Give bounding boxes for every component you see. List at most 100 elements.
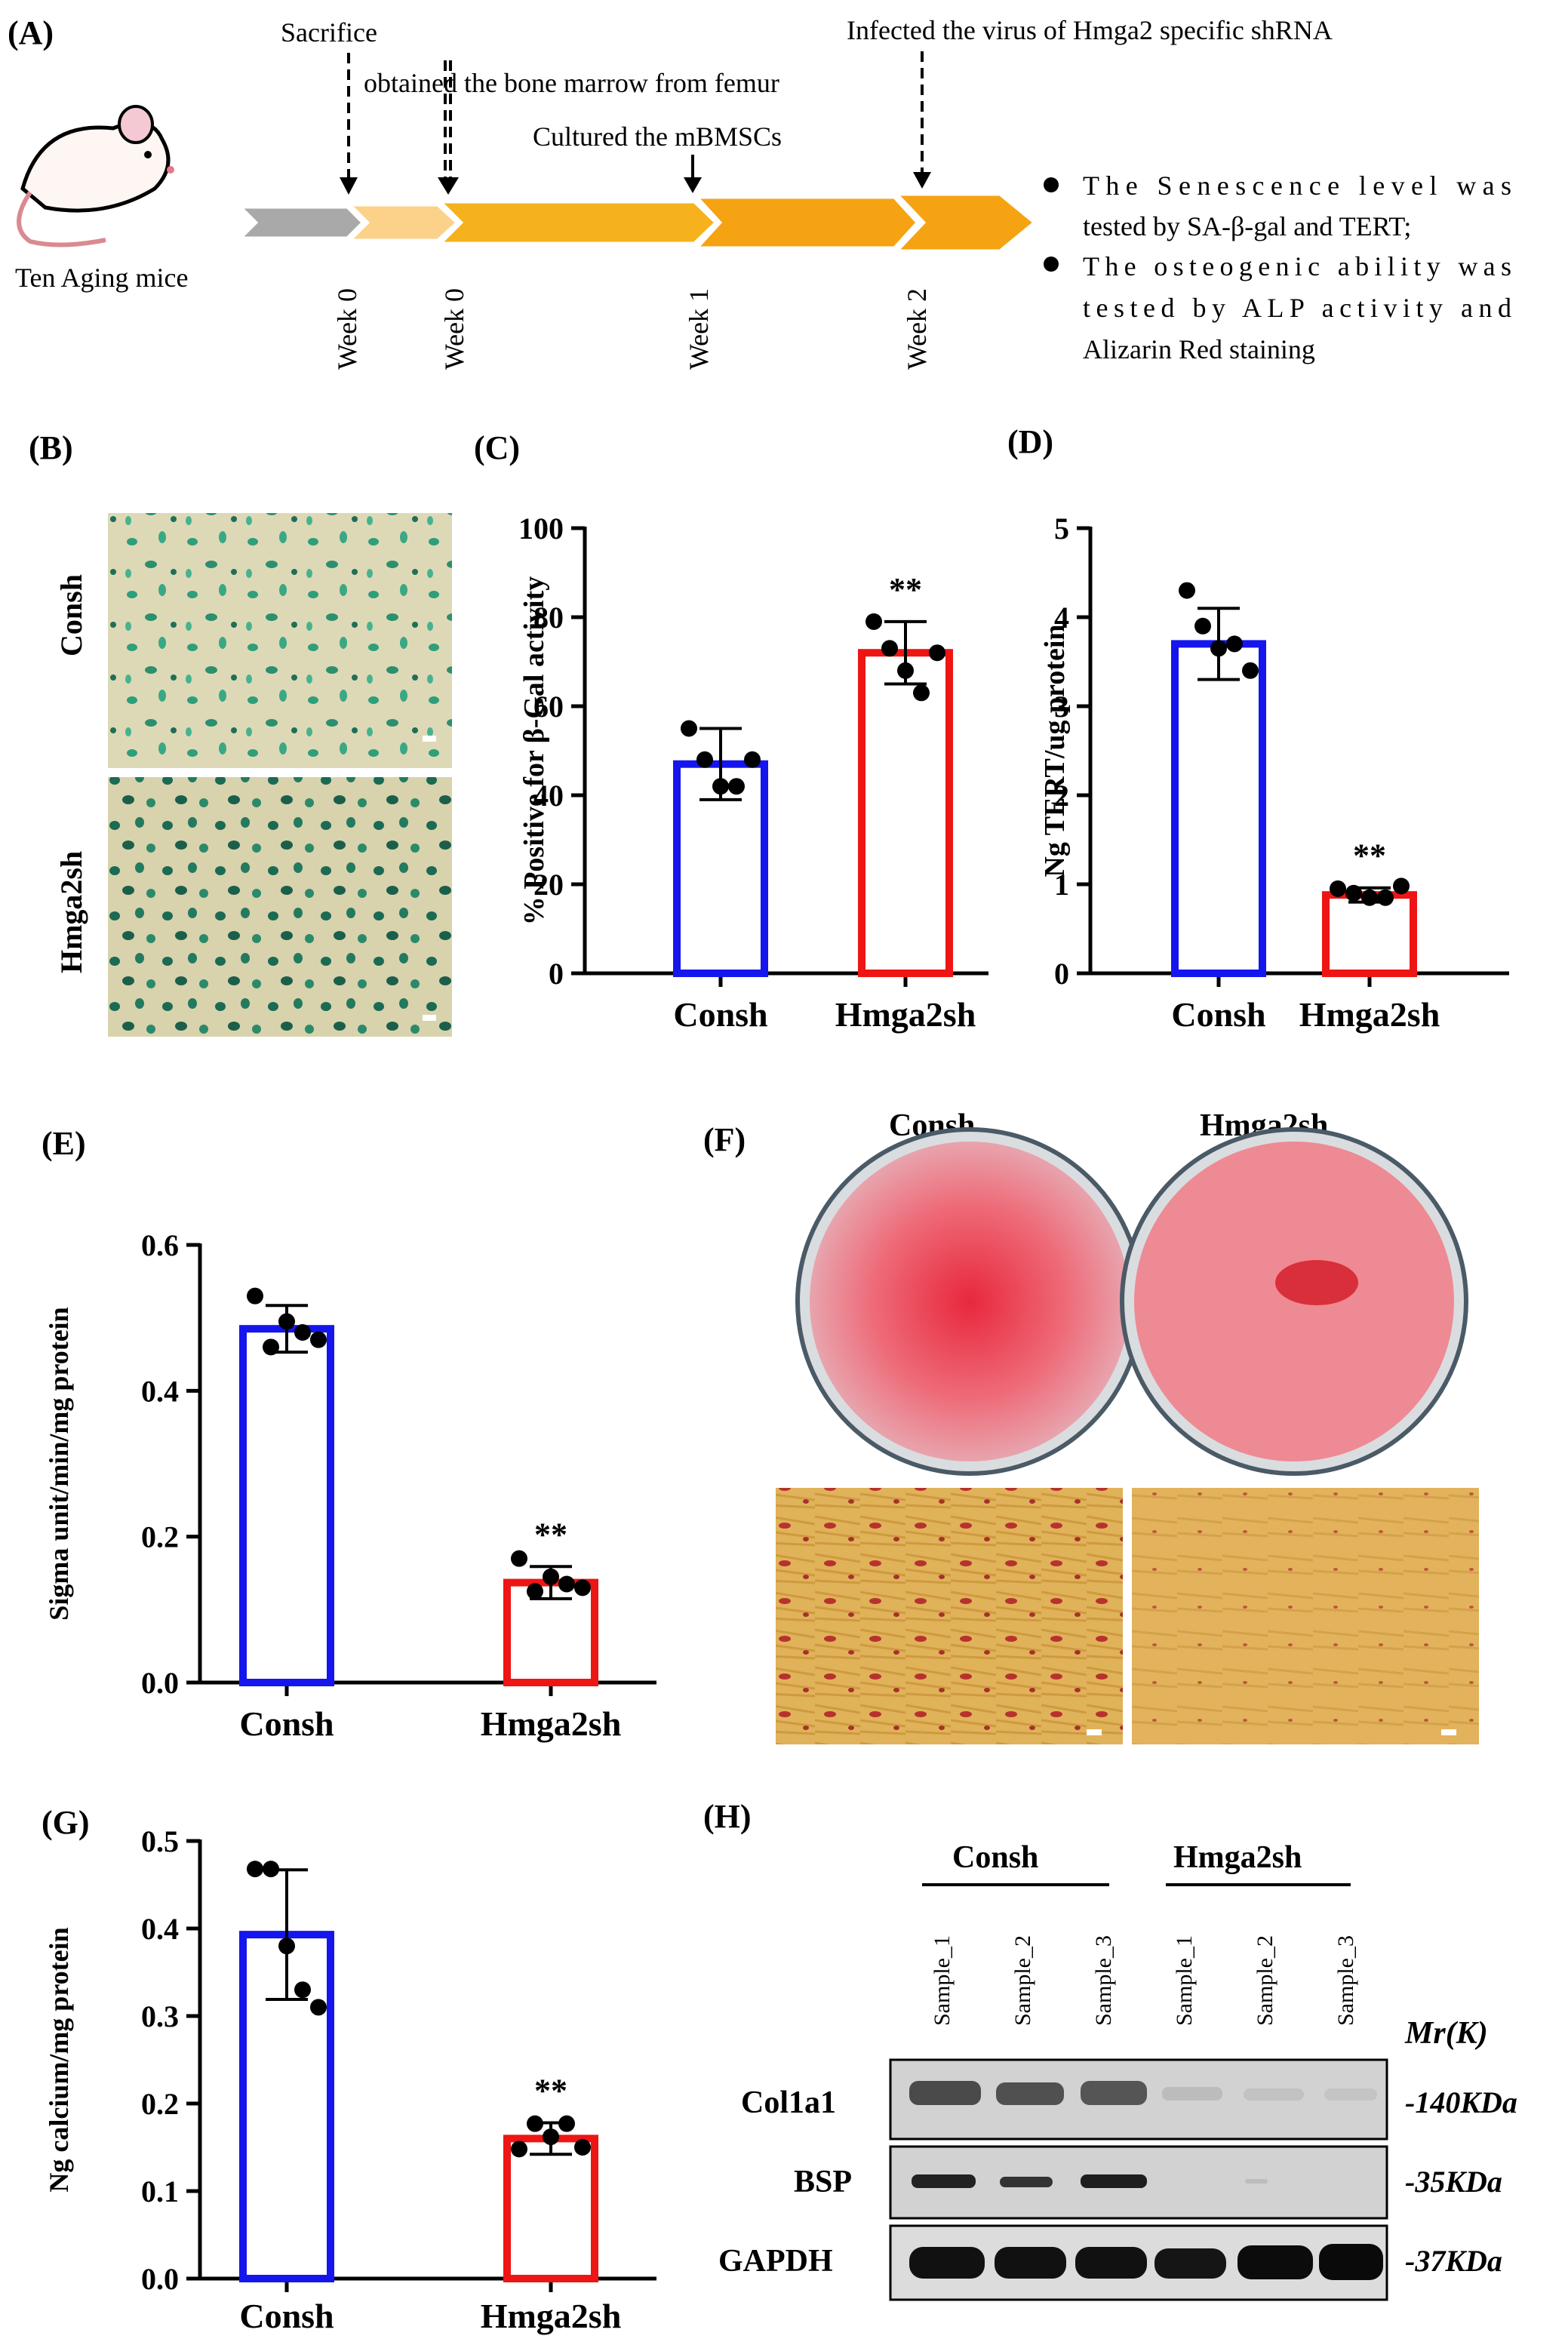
data-point <box>897 662 914 679</box>
x-tick-label: Hmga2sh <box>1299 995 1440 1034</box>
data-point <box>294 1324 311 1341</box>
x-tick-label: Hmga2sh <box>481 1704 622 1743</box>
panel-a: (A) Ten Aging mice Sacrifice obtained th… <box>8 14 1511 370</box>
y-tick-label: 0.2 <box>141 2087 179 2121</box>
data-point <box>1345 884 1362 902</box>
y-tick-label: 0 <box>549 957 564 991</box>
outcome-line: Alizarin Red staining <box>1083 334 1315 364</box>
panel-a-label: (A) <box>8 14 54 51</box>
data-point <box>728 778 745 795</box>
lane-label: Sample_2 <box>1010 1935 1035 2026</box>
culture-well-consh-stain <box>810 1142 1130 1461</box>
data-point <box>1210 640 1227 657</box>
y-tick-label: 2 <box>1054 779 1069 813</box>
data-point <box>1194 617 1211 635</box>
timeline-arrows <box>238 193 1036 252</box>
y-tick-label: 3 <box>1054 690 1069 724</box>
row-label-hmga2sh: Hmga2sh <box>54 851 88 973</box>
data-point <box>865 613 882 630</box>
lane-label: Sample_3 <box>1091 1935 1116 2026</box>
data-point <box>263 1338 279 1356</box>
bar-hmga2sh <box>1322 891 1417 978</box>
event-infected: Infected the virus of Hmga2 specific shR… <box>847 15 1333 45</box>
x-tick-label: Hmga2sh <box>835 995 976 1034</box>
outcome-list: The Senescence level was tested by SA-β-… <box>1044 171 1511 364</box>
x-tick-label: Consh <box>239 1704 334 1743</box>
chart-c: (C) 0 20 40 60 80 100 % Positive for β-Gal act… <box>474 429 988 1034</box>
chart-d: (D) 0 1 2 3 4 5 Ng TERT/ug protein Consh Hmga2sh… <box>1007 423 1509 1034</box>
data-point <box>294 1981 311 1999</box>
y-tick-label: 0.4 <box>141 1374 179 1408</box>
event-bone-marrow: obtained the bone marrow from femur <box>364 68 779 98</box>
chart-g: (G) 0.0 0.1 0.2 0.3 0.4 0.5 Ng calcium/mg prot… <box>42 1804 656 2335</box>
chart-e: (E) 0.0 0.2 0.4 0.6 Sigma unit/min/mg protei… <box>42 1125 656 1743</box>
scale-bar <box>423 1015 436 1021</box>
significance-label: ** <box>534 1516 567 1553</box>
data-point <box>913 684 930 702</box>
y-tick-label: 0.2 <box>141 1520 179 1554</box>
significance-label: ** <box>534 2073 567 2110</box>
y-tick-label: 0 <box>1054 957 1069 991</box>
data-point <box>310 1331 327 1348</box>
week-label: Week 0 <box>439 288 469 370</box>
data-point <box>1393 877 1410 895</box>
panel-h-label: (H) <box>703 1798 752 1835</box>
y-tick-label: 0.4 <box>141 1912 179 1946</box>
alizarin-micrograph-hmga2sh <box>1132 1488 1479 1744</box>
mr-label: Mr(K) <box>1404 2016 1488 2051</box>
bar-consh <box>1171 640 1266 978</box>
chart-label: (D) <box>1007 423 1053 460</box>
group-label-consh: Consh <box>952 1840 1038 1875</box>
y-tick-label: 1 <box>1054 868 1069 902</box>
chart-label: (E) <box>42 1125 86 1162</box>
data-point <box>1226 635 1243 653</box>
data-point <box>696 751 713 768</box>
lane-label: Sample_2 <box>1253 1935 1277 2026</box>
outcome-line: tested by SA-β-gal and TERT; <box>1083 211 1411 241</box>
y-tick-label: 5 <box>1054 512 1069 546</box>
data-point <box>1361 889 1378 906</box>
panel-f: (F) Consh Hmga2sh <box>703 1108 1479 1744</box>
outcome-line: tested by ALP activity and <box>1083 293 1511 323</box>
y-tick-label: 60 <box>533 690 564 724</box>
x-tick-label: Consh <box>1171 995 1265 1034</box>
y-axis-title: Ng calcium/mg protein <box>44 1927 74 2192</box>
data-point <box>558 2115 575 2132</box>
data-point <box>681 720 697 737</box>
data-point <box>744 751 761 768</box>
y-tick-label: 0.6 <box>141 1228 179 1262</box>
micrograph-hmga2sh <box>108 777 452 1037</box>
data-point <box>511 2141 527 2158</box>
data-point <box>527 2115 543 2132</box>
significance-label: ** <box>1353 837 1386 874</box>
panel-b: (B) Consh Hmga2sh <box>29 429 452 1037</box>
y-tick-label: 40 <box>533 779 564 813</box>
y-axis-title: Sigma unit/min/mg protein <box>44 1307 74 1620</box>
bar-hmga2sh <box>858 649 953 977</box>
y-tick-label: 100 <box>518 512 564 546</box>
data-point <box>574 2139 591 2156</box>
data-point <box>278 1313 295 1330</box>
data-point <box>247 1861 263 1878</box>
data-point <box>543 1568 559 1585</box>
outcome-line: The osteogenic ability was <box>1083 251 1511 281</box>
data-point <box>929 644 945 662</box>
stain-focus <box>1275 1260 1358 1305</box>
y-axis-title: Ng TERT/ug protein <box>1039 624 1071 877</box>
data-point <box>1179 582 1195 599</box>
data-point <box>1242 662 1259 679</box>
group-label-hmga2sh: Hmga2sh <box>1173 1840 1302 1875</box>
x-tick-label: Hmga2sh <box>481 2297 622 2335</box>
data-point <box>574 1579 591 1597</box>
alizarin-micrograph-consh <box>776 1488 1123 1744</box>
lane-label: Sample_3 <box>1333 1935 1358 2026</box>
week-label: Week 1 <box>684 288 714 370</box>
band-size-label: -140KDa <box>1405 2085 1517 2119</box>
y-axis-title: % Positive for β-Gal activity <box>518 576 550 926</box>
bar-hmga2sh <box>503 2134 598 2282</box>
event-sacrifice: Sacrifice <box>281 17 377 48</box>
panel-f-label: (F) <box>703 1121 746 1158</box>
data-point <box>263 1861 279 1878</box>
micrograph-consh <box>108 513 452 768</box>
y-tick-label: 0.5 <box>141 1824 179 1858</box>
